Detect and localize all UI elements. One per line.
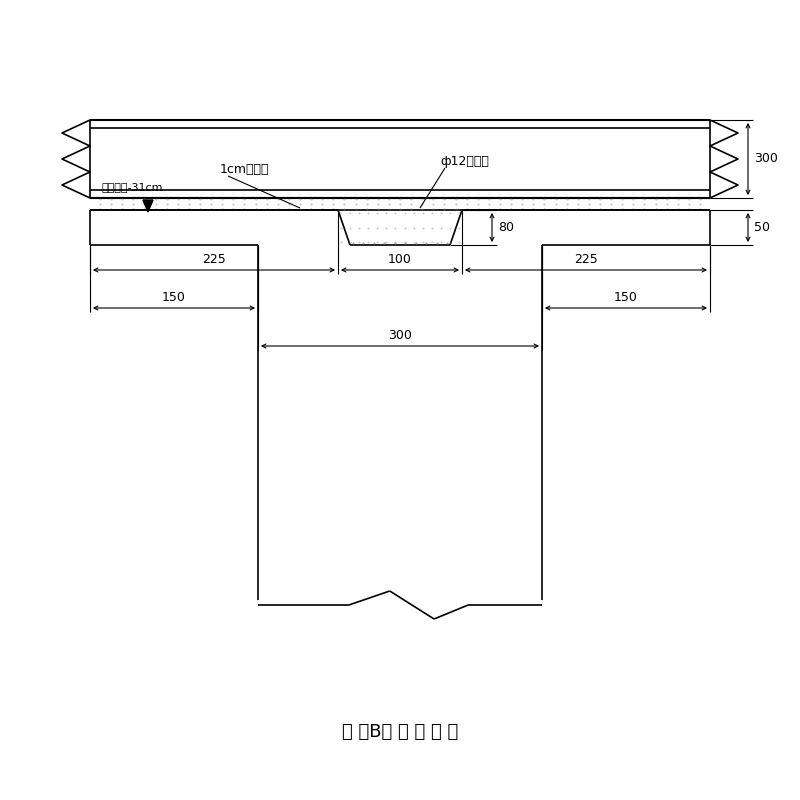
- Text: 225: 225: [202, 253, 226, 266]
- Text: 150: 150: [162, 291, 186, 304]
- Text: 1cm砂浆层: 1cm砂浆层: [220, 163, 270, 176]
- Text: 225: 225: [574, 253, 598, 266]
- Text: 80: 80: [498, 221, 514, 234]
- Text: 300: 300: [388, 329, 412, 342]
- Text: 300: 300: [754, 153, 778, 166]
- Polygon shape: [143, 200, 153, 212]
- Text: 节 点B结 构 示 意 图: 节 点B结 构 示 意 图: [342, 723, 458, 741]
- Text: 150: 150: [614, 291, 638, 304]
- Text: 顶面标高-31cm: 顶面标高-31cm: [102, 182, 163, 192]
- Text: 50: 50: [754, 221, 770, 234]
- Text: ф12加固筋: ф12加固筋: [440, 155, 489, 168]
- Text: 100: 100: [388, 253, 412, 266]
